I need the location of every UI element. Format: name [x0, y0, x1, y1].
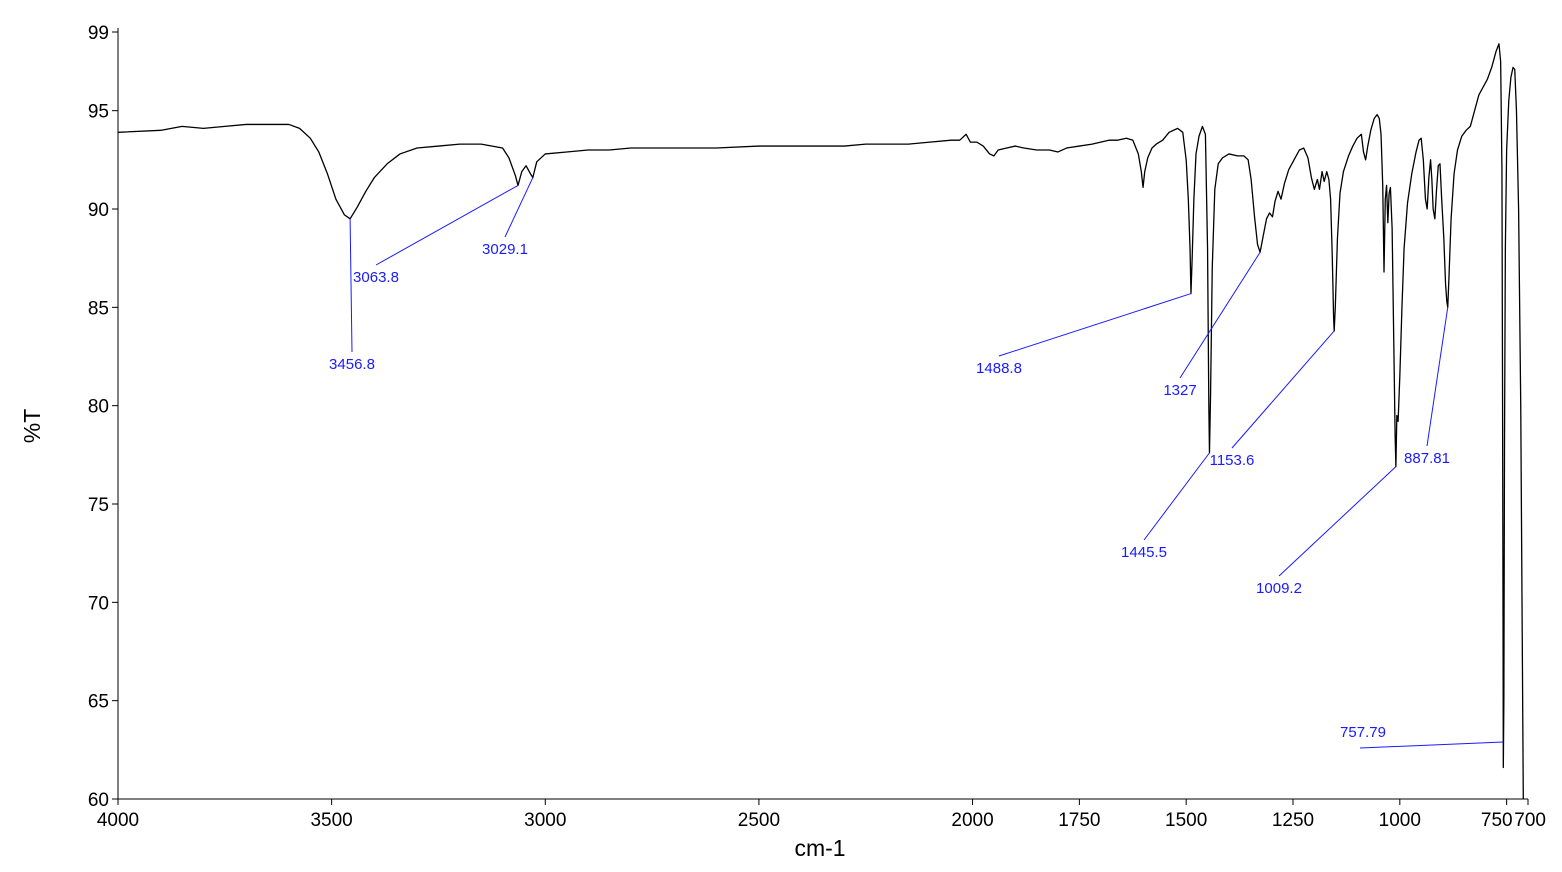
y-tick-label: 60	[88, 790, 109, 811]
y-tick-label: 70	[88, 593, 109, 614]
peak-leader-line	[1231, 330, 1335, 449]
y-tick-label: 95	[88, 102, 109, 123]
y-tick-label: 75	[88, 495, 109, 516]
peak-label: 3063.8	[353, 269, 399, 286]
peak-annotations: 3456.8 3063.8 3029.1 1488.8 1445.5 1327 1153.6…	[329, 177, 1504, 749]
peak-label: 1009.2	[1256, 580, 1302, 597]
x-tick-label: 1750	[1058, 810, 1100, 831]
spectrum-line	[117, 43, 1524, 800]
x-tick-label: 2500	[738, 810, 780, 831]
y-tick-label: 65	[88, 692, 109, 713]
peak-leader-line	[1426, 307, 1449, 447]
y-tick-label: 99	[88, 23, 109, 44]
chart-series	[117, 43, 1524, 800]
x-tick-label: 2000	[951, 810, 993, 831]
peak-leader-line	[504, 177, 534, 238]
peak-leader-line	[998, 293, 1192, 357]
peak-label: 1488.8	[976, 360, 1022, 377]
peak-label: 757.79	[1340, 724, 1386, 741]
peak-label: 887.81	[1404, 450, 1450, 467]
peak-label: 1445.5	[1121, 544, 1167, 561]
peak-label: 3029.1	[482, 241, 528, 258]
x-tick-label: 750	[1481, 810, 1513, 831]
peak-leader-line	[375, 184, 519, 266]
peak-leader-line	[1179, 251, 1261, 379]
chart-axes	[117, 28, 1528, 800]
peak-leader-line	[1359, 741, 1504, 749]
y-tick-label: 85	[88, 298, 109, 319]
y-tick-label: 80	[88, 397, 109, 418]
x-axis-title: cm-1	[794, 835, 845, 861]
x-tick-label: 3500	[310, 810, 352, 831]
x-tick-label: 1500	[1165, 810, 1207, 831]
peak-label: 1153.6	[1210, 452, 1255, 469]
peak-label: 1327	[1163, 382, 1196, 399]
peak-leader-line	[1143, 452, 1210, 541]
x-tick-label: 1250	[1272, 810, 1314, 831]
y-axis-title: %T	[19, 409, 45, 444]
x-tick-label: 1000	[1379, 810, 1421, 831]
peak-label: 3456.8	[329, 356, 375, 373]
peak-leader-line	[1278, 466, 1397, 577]
chart-ticks: 4000 3500 3000 2500 2000 1750 1500 1250 1000 750 7…	[88, 23, 1546, 831]
y-tick-label: 90	[88, 200, 109, 221]
peak-leader-line	[349, 218, 353, 353]
x-tick-label: 4000	[97, 810, 139, 831]
x-tick-label: 3000	[524, 810, 566, 831]
x-tick-label: 700	[1514, 810, 1546, 831]
